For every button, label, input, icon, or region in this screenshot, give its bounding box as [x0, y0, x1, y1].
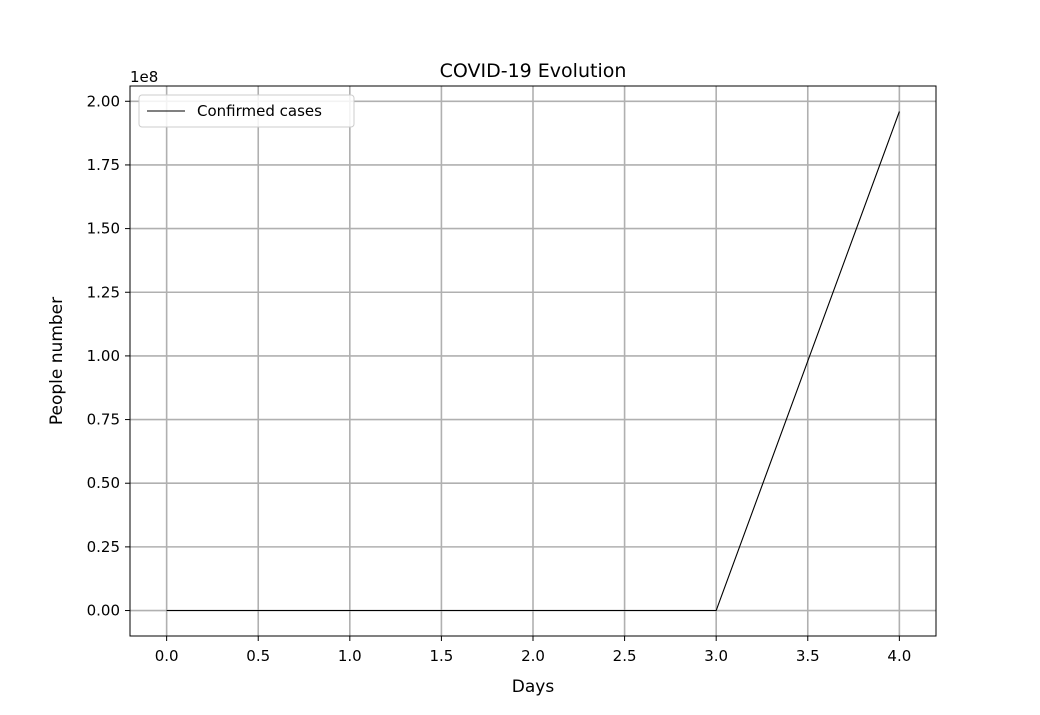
x-tick-label: 3.5	[796, 647, 820, 665]
y-tick-label: 1.00	[87, 347, 120, 365]
y-tick-label: 0.25	[87, 538, 120, 556]
legend-box	[138, 94, 355, 128]
x-tick-label: 4.0	[887, 647, 911, 665]
series-line-confirmed-cases	[166, 111, 900, 612]
x-tick-label: 0.5	[246, 647, 270, 665]
y-tick-label: 1.50	[87, 220, 120, 238]
y-tick-label: 2.00	[87, 92, 120, 110]
y-tick-label: 0.50	[87, 474, 120, 492]
y-axis-label: People number	[47, 297, 67, 425]
x-tick-label: 1.0	[338, 647, 362, 665]
x-tick-label: 2.5	[613, 647, 637, 665]
x-tick-label: 0.0	[155, 647, 179, 665]
series-layer	[166, 111, 900, 612]
x-tick-label: 1.5	[429, 647, 453, 665]
x-tick-label: 3.0	[704, 647, 728, 665]
y-tick-label: 1.75	[87, 156, 120, 174]
x-axis-label: Days	[512, 677, 555, 697]
y-tick-label: 0.00	[87, 602, 120, 620]
y-offset-label: 1e8	[130, 68, 158, 86]
chart-title: COVID-19 Evolution	[440, 60, 627, 82]
y-tick-label: 1.25	[87, 283, 120, 301]
legend: Confirmed cases	[138, 94, 355, 128]
y-tick-label: 0.75	[87, 411, 120, 429]
axis-ticks: 0.0 0.5 1.0 1.5 2.0 2.5 3.0 3.5 4.0 0.00 0.25 0.50 0…	[87, 92, 912, 665]
legend-label: Confirmed cases	[197, 102, 322, 120]
x-tick-label: 2.0	[521, 647, 545, 665]
